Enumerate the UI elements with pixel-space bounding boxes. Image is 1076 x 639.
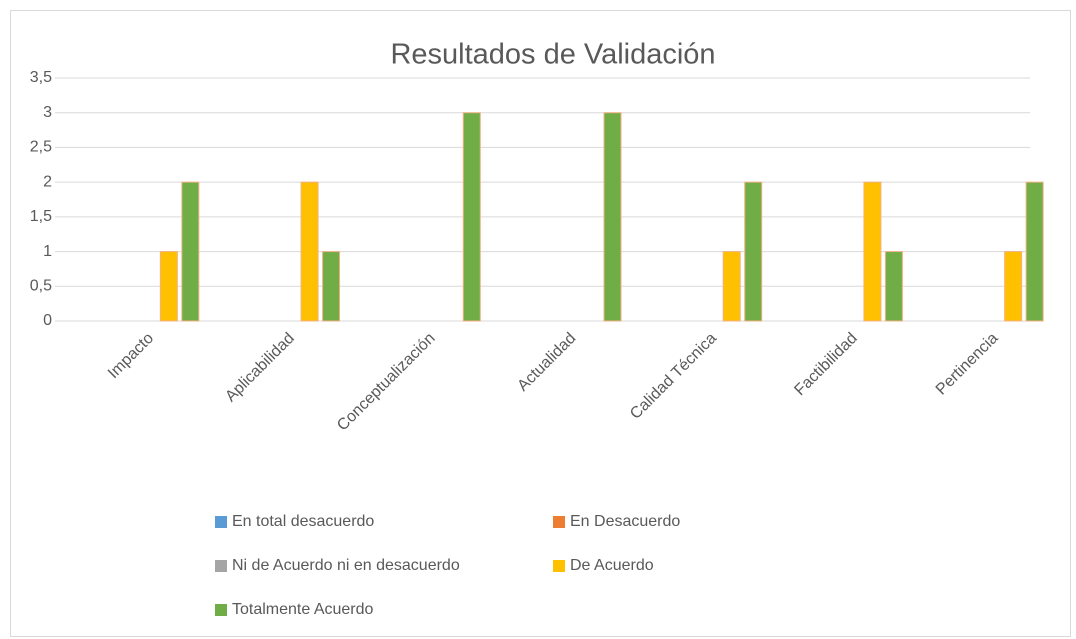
legend-label: En total desacuerdo: [232, 513, 374, 530]
legend-swatch: [215, 604, 227, 616]
y-tick-label: 2,5: [30, 139, 52, 156]
legend-swatch: [553, 560, 565, 572]
bar: [1025, 181, 1044, 322]
chart-border: [10, 10, 1071, 637]
y-tick-label: 1,5: [30, 208, 52, 225]
y-tick-label: 2: [43, 173, 52, 190]
chart-title: Resultados de Validación: [390, 39, 715, 71]
legend-swatch: [553, 516, 565, 528]
y-tick-label: 0: [43, 312, 52, 329]
y-tick-label: 1: [43, 243, 52, 260]
legend-label: De Acuerdo: [570, 557, 654, 574]
bar: [722, 251, 741, 322]
bar: [159, 251, 178, 322]
bar: [462, 112, 481, 322]
legend-label: Totalmente Acuerdo: [232, 601, 374, 618]
legend-swatch: [215, 516, 227, 528]
bar: [322, 251, 341, 322]
legend-label: En Desacuerdo: [570, 513, 680, 530]
bar: [744, 181, 763, 322]
bar: [884, 251, 903, 322]
bar: [1004, 251, 1023, 322]
legend-swatch: [215, 560, 227, 572]
y-tick-label: 3: [43, 104, 52, 121]
y-tick-label: 0,5: [30, 278, 52, 295]
bar: [300, 181, 319, 322]
bar: [181, 181, 200, 322]
legend-label: Ni de Acuerdo ni en desacuerdo: [232, 557, 460, 574]
y-tick-label: 3,5: [30, 69, 52, 86]
bar: [603, 112, 622, 322]
bar: [863, 181, 882, 322]
